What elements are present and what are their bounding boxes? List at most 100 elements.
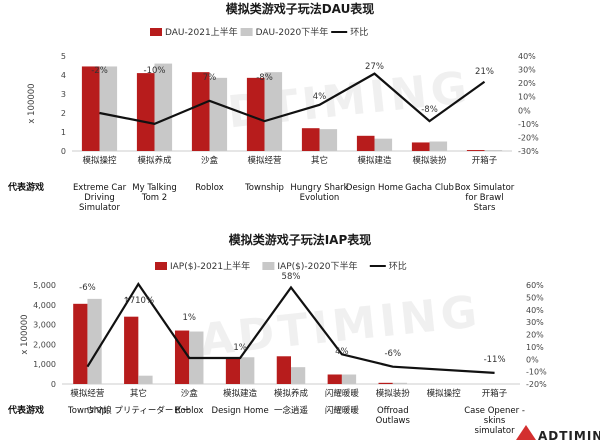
chart1-game-label: Roblox xyxy=(195,183,223,193)
chart1-y-tick-label: 0 xyxy=(61,147,66,156)
chart1-bar xyxy=(356,135,375,151)
chart1-line-data-label: 21% xyxy=(475,67,494,77)
chart1-bar xyxy=(81,66,100,151)
chart2-bar xyxy=(327,374,342,384)
chart2-category-label: 闪耀暖暖 xyxy=(325,389,360,399)
chart2-bar xyxy=(87,298,102,384)
chart1-y-tick-label: 1 xyxy=(61,128,66,137)
chart1-line-data-label: -8% xyxy=(256,73,273,83)
chart2-bar xyxy=(378,382,393,384)
chart1-y-tick-label: 5 xyxy=(61,52,66,61)
chart1-game-label: Design Home xyxy=(346,183,403,193)
chart1-category-label: 模拟操控 xyxy=(82,155,117,166)
chart2-legend-swatch xyxy=(155,262,167,270)
chart1-legend-swatch xyxy=(150,28,162,36)
chart1-title: 模拟类游戏子玩法DAU表现 xyxy=(226,1,375,16)
chart2-bar xyxy=(291,367,306,384)
chart2-bar xyxy=(124,316,139,384)
chart2-category-label: 其它 xyxy=(130,388,147,399)
chart2-y2-tick-label: 40% xyxy=(526,306,544,315)
chart1-bar xyxy=(99,66,118,151)
brand-logo: ADTIMING xyxy=(516,425,600,443)
chart1-game-label: Extreme Car Driving Simulator xyxy=(73,183,127,213)
chart2-line-data-label: 58% xyxy=(282,272,301,282)
chart2-game-label: Roblox xyxy=(175,406,203,416)
chart1-y2-tick-label: -10% xyxy=(518,120,539,129)
chart1-bar xyxy=(191,72,210,151)
chart1-bar xyxy=(429,141,448,151)
chart2-game-label: 一念逍遥 xyxy=(274,405,309,416)
chart1-line-data-label: -10% xyxy=(144,66,166,76)
chart2-line-data-label: -6% xyxy=(384,349,401,359)
chart1-line-data-label: 7% xyxy=(203,73,217,83)
chart2-y2-tick-label: 60% xyxy=(526,281,544,290)
chart1-category-label: 沙盒 xyxy=(201,155,219,166)
chart1-game-label: Box Simulator for Brawl Stars xyxy=(455,183,515,213)
chart2-bar xyxy=(392,382,408,384)
chart2-y-tick-label: 0 xyxy=(51,380,56,389)
chart2-category-label: 开箱子 xyxy=(482,388,508,399)
chart2-bar xyxy=(225,357,241,384)
chart1-bar xyxy=(319,129,338,151)
chart1-game-label: Township xyxy=(244,183,284,193)
chart2-line-data-label: -6% xyxy=(79,283,96,293)
chart1-y2-tick-label: 30% xyxy=(518,66,536,75)
chart2-y2-tick-label: 50% xyxy=(526,293,544,302)
chart2-legend-line-label: 环比 xyxy=(389,260,407,272)
chart1-legend-label: DAU-2020下半年 xyxy=(256,26,329,38)
chart1-bar xyxy=(301,128,320,151)
chart2-y-tick-label: 4,000 xyxy=(33,301,56,310)
chart2-row-label: 代表游戏 xyxy=(7,404,44,416)
chart2-bar xyxy=(276,356,291,384)
chart1-bar xyxy=(264,72,283,151)
chart1-category-label: 模拟养成 xyxy=(137,155,172,166)
chart2-game-label: Township xyxy=(67,406,107,416)
chart1-y2-tick-label: 0% xyxy=(518,106,531,115)
chart2-y-tick-label: 5,000 xyxy=(33,281,56,290)
chart2-title: 模拟类游戏子玩法IAP表现 xyxy=(229,232,372,247)
chart2-y2-tick-label: 30% xyxy=(526,318,544,327)
chart2-y2-tick-label: 10% xyxy=(526,343,544,352)
chart1-bar xyxy=(374,138,393,151)
chart1-line-data-label: -8% xyxy=(421,105,438,115)
chart1-category-label: 模拟装扮 xyxy=(412,155,447,166)
chart1-y2-tick-label: -20% xyxy=(518,133,539,142)
chart1-row-label: 代表游戏 xyxy=(7,181,44,193)
chart2-line-data-label: 1% xyxy=(233,343,247,353)
chart2-game-label: Offroad Outlaws xyxy=(376,406,411,426)
chart2-bar xyxy=(73,303,88,384)
chart2-line-data-label: -11% xyxy=(484,355,506,365)
chart1-bar xyxy=(466,150,485,151)
chart1-legend-label: DAU-2021上半年 xyxy=(165,26,238,38)
chart2-trend-line xyxy=(86,281,495,374)
chart2-legend-label: IAP($)-2020下半年 xyxy=(277,260,357,272)
chart1-y-tick-label: 3 xyxy=(61,90,66,99)
chart2-line-data-label: ↑710% xyxy=(123,296,154,306)
brand-logo-mark xyxy=(516,425,536,440)
chart1-game-label: Gacha Club xyxy=(405,183,454,193)
chart2-y-tick-label: 2,000 xyxy=(33,340,56,349)
chart1-trend-line xyxy=(99,72,486,126)
chart2-y2-tick-label: 20% xyxy=(526,331,544,340)
chart2-y-tick-label: 1,000 xyxy=(33,360,56,369)
chart1-line-data-label: -2% xyxy=(91,66,108,76)
chart1-bar xyxy=(484,150,503,151)
chart1-y-axis-label: x 100000 xyxy=(27,83,37,123)
chart2-y2-tick-label: -10% xyxy=(526,368,547,377)
chart2-y-tick-label: 3,000 xyxy=(33,321,56,330)
chart1-line-data-label: 4% xyxy=(313,92,327,102)
chart1-category-label: 其它 xyxy=(311,155,328,166)
chart2-game-label: 闪耀暖暖 xyxy=(325,406,360,416)
chart1-bar xyxy=(246,77,265,151)
chart1-y2-tick-label: -30% xyxy=(518,147,539,156)
chart1-area: 0 1 2 3 4 5 -30% -20% -10% 0% 10% 20% 30% 40% x 100000… xyxy=(7,26,539,213)
chart1-line-data-label: 27% xyxy=(365,62,384,72)
chart2-category-label: 沙盒 xyxy=(181,388,199,399)
chart1-category-label: 模拟建造 xyxy=(357,155,392,166)
chart2-y2-tick-label: 0% xyxy=(526,355,539,364)
chart2-legend-swatch xyxy=(262,262,275,270)
chart1-bar xyxy=(209,77,228,151)
chart2-area: 0 1,000 2,000 3,000 4,000 5,000 -20% -10% 0% 10% 2… xyxy=(7,260,547,436)
chart2-category-label: 模拟操控 xyxy=(427,388,462,399)
